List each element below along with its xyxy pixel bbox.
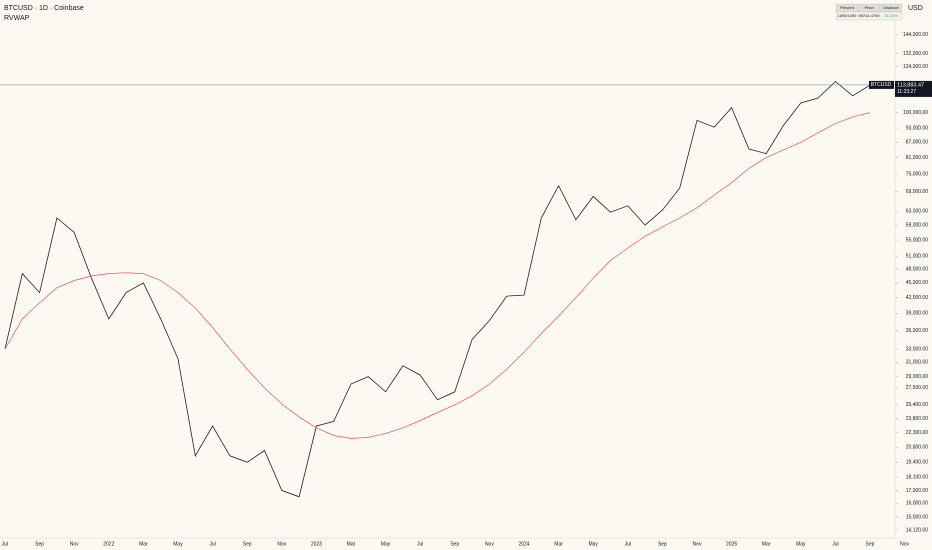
y-tick-label: 93,000.00 xyxy=(906,125,928,131)
x-tick-label: Nov xyxy=(277,541,286,547)
y-tick-label: 17,000.00 xyxy=(906,488,928,494)
x-tick-label: Nov xyxy=(70,541,79,547)
x-tick-label: Sep xyxy=(658,541,667,547)
x-tick-label: Jul xyxy=(2,541,8,547)
x-tick-label: Nov xyxy=(485,541,494,547)
y-tick-label: 19,400.00 xyxy=(906,460,928,466)
table-cell: 98744.4769 xyxy=(858,13,880,18)
x-tick-label: Sep xyxy=(35,541,44,547)
y-tick-label: 18,100.00 xyxy=(906,474,928,480)
y-tick-label: 23,800.00 xyxy=(906,416,928,422)
y-tick-label: 33,000.00 xyxy=(906,346,928,352)
info-table: Percent Price Distance 1095/1095 98744.4… xyxy=(835,3,903,21)
series-line xyxy=(4,80,871,498)
table-cell: 1095/1095 xyxy=(838,13,858,18)
y-tick-label: 20,800.00 xyxy=(906,445,928,451)
x-tick-label: Jul xyxy=(417,541,423,547)
y-tick-label: 45,000.00 xyxy=(906,280,928,286)
x-tick-label: Sep xyxy=(243,541,252,547)
x-tick-label: Mar xyxy=(762,541,771,547)
symbol-tag-label: BTCUSD xyxy=(871,82,892,88)
x-tick-label: 2022 xyxy=(103,541,114,547)
y-tick-label: 144,000.00 xyxy=(903,32,928,38)
y-tick-label: 31,000.00 xyxy=(906,360,928,366)
y-tick-label: 75,000.00 xyxy=(906,171,928,177)
y-tick-label: 39,000.00 xyxy=(906,311,928,317)
y-tick-label: 29,000.00 xyxy=(906,374,928,380)
y-tick-label: 132,000.00 xyxy=(903,51,928,57)
x-tick-label: May xyxy=(588,541,598,547)
x-tick-label: 2023 xyxy=(311,541,322,547)
y-tick-label: 27,500.00 xyxy=(906,385,928,391)
x-tick-label: Mar xyxy=(139,541,148,547)
y-tick-label: 100,000.00 xyxy=(903,110,928,116)
x-tick-label: Mar xyxy=(554,541,563,547)
x-tick-label: Nov xyxy=(693,541,702,547)
y-tick-label: 16,000.00 xyxy=(906,501,928,507)
x-tick-label: Jul xyxy=(625,541,631,547)
y-tick-label: 15,000.00 xyxy=(906,514,928,520)
x-tick-label: 2024 xyxy=(518,541,529,547)
y-tick-label: 59,000.00 xyxy=(906,222,928,228)
x-tick-label: Sep xyxy=(450,541,459,547)
x-tick-label: May xyxy=(381,541,391,547)
y-tick-label: 69,000.00 xyxy=(906,189,928,195)
series-line xyxy=(4,112,871,439)
y-tick-label: 51,000.00 xyxy=(906,254,928,260)
table-header: Distance xyxy=(883,5,899,10)
price-tag xyxy=(895,80,932,97)
y-tick-label: 25,400.00 xyxy=(906,402,928,408)
table-row xyxy=(835,11,903,21)
countdown-label: 11:23:27 xyxy=(897,89,916,95)
y-tick-label: 22,300.00 xyxy=(906,430,928,436)
x-tick-label: 2025 xyxy=(726,541,737,547)
y-tick-label: 124,000.00 xyxy=(903,64,928,70)
indicator-name: RVWAP xyxy=(4,15,30,22)
price-tag-label: 113,883.47 xyxy=(897,82,924,88)
currency: USD xyxy=(908,5,923,12)
table-cell: 15.33% xyxy=(884,13,898,18)
table-header: Percent xyxy=(840,5,855,10)
y-tick-label: 42,000.00 xyxy=(906,295,928,301)
x-tick-label: Sep xyxy=(866,541,875,547)
x-tick-label: Jul xyxy=(832,541,838,547)
x-tick-label: Jul xyxy=(209,541,215,547)
y-tick-label: 63,000.00 xyxy=(906,208,928,214)
y-tick-label: 87,000.00 xyxy=(906,140,928,146)
symbol-tag xyxy=(869,80,894,89)
x-tick-label: May xyxy=(796,541,806,547)
x-tick-label: May xyxy=(173,541,183,547)
y-tick-label: 14,120.00 xyxy=(906,527,928,533)
chart-title: BTCUSD · 1D · Coinbase xyxy=(4,5,84,12)
x-tick-label: Nov xyxy=(900,541,909,547)
y-tick-label: 81,000.00 xyxy=(906,155,928,161)
table-header: Price xyxy=(864,5,874,10)
y-tick-label: 36,000.00 xyxy=(906,328,928,334)
y-tick-label: 48,000.00 xyxy=(906,266,928,272)
y-tick-label: 55,000.00 xyxy=(906,237,928,243)
x-tick-label: Mar xyxy=(347,541,356,547)
